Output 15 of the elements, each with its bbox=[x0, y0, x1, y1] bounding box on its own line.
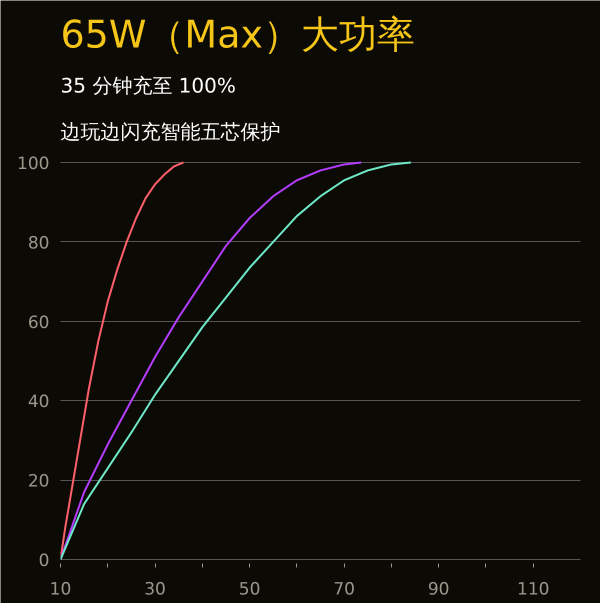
y-tick-label: 0 bbox=[38, 551, 50, 572]
x-tick-label: 90 bbox=[428, 580, 450, 600]
x-tick-label: 50 bbox=[238, 580, 260, 600]
chart-subtitle: 35 分钟充至 100% bbox=[60, 74, 236, 98]
x-tick-label: 110 bbox=[517, 580, 550, 600]
y-tick-label: 20 bbox=[28, 472, 50, 492]
y-tick-label: 80 bbox=[28, 233, 50, 254]
y-tick-label: 100 bbox=[17, 154, 50, 174]
x-tick-label: 70 bbox=[333, 580, 355, 600]
x-tick-label: 10 bbox=[50, 580, 72, 600]
chart-title: 65W（Max）大功率 bbox=[60, 12, 415, 56]
x-tick-label: 30 bbox=[144, 580, 166, 600]
text: 边玩边闪充智能五芯保护 bbox=[60, 120, 280, 144]
y-tick-label: 40 bbox=[28, 392, 50, 412]
y-tick-label: 60 bbox=[28, 312, 50, 333]
